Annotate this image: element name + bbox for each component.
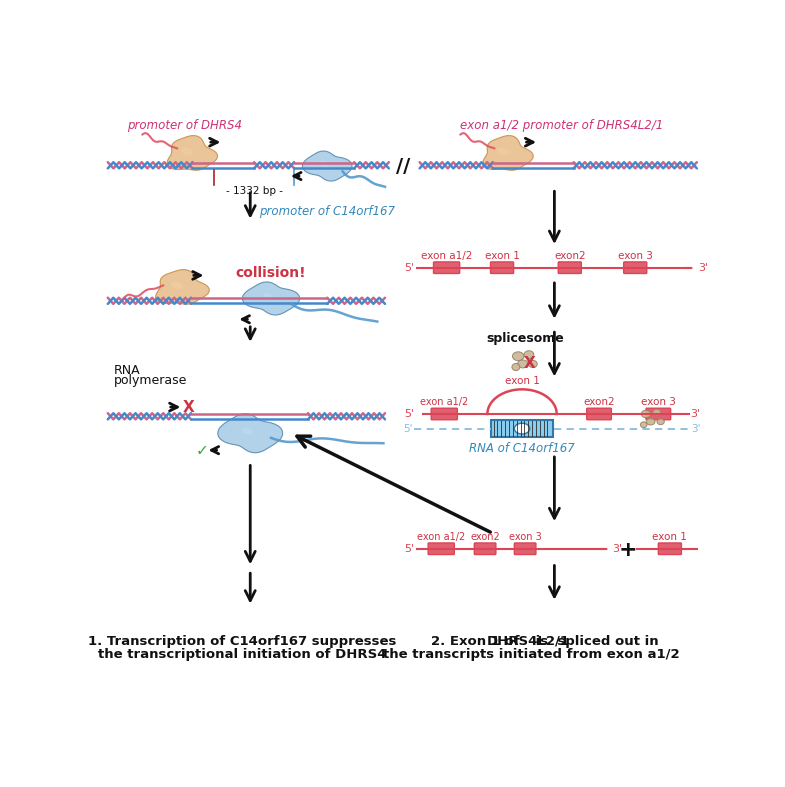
Polygon shape bbox=[243, 282, 300, 315]
Text: 3': 3' bbox=[612, 544, 623, 554]
Text: //: // bbox=[396, 157, 410, 176]
Polygon shape bbox=[320, 161, 328, 167]
Text: the transcriptional initiation of DHRS4: the transcriptional initiation of DHRS4 bbox=[98, 648, 387, 661]
Text: promoter of DHRS4: promoter of DHRS4 bbox=[127, 119, 243, 131]
Ellipse shape bbox=[646, 419, 655, 425]
Ellipse shape bbox=[657, 419, 664, 425]
Text: exon a1/2: exon a1/2 bbox=[420, 397, 469, 408]
Text: exon a1/2 promoter of DHRS4L2/1: exon a1/2 promoter of DHRS4L2/1 bbox=[461, 119, 663, 131]
FancyBboxPatch shape bbox=[431, 408, 458, 419]
Text: X: X bbox=[183, 400, 195, 415]
FancyBboxPatch shape bbox=[624, 262, 647, 273]
Text: exon a1/2: exon a1/2 bbox=[417, 532, 466, 542]
Text: is  spliced out in: is spliced out in bbox=[531, 634, 659, 648]
Text: 1. Transcription of C14orf167 suppresses: 1. Transcription of C14orf167 suppresses bbox=[89, 634, 396, 648]
FancyBboxPatch shape bbox=[491, 262, 513, 273]
FancyBboxPatch shape bbox=[491, 420, 553, 437]
Polygon shape bbox=[497, 147, 509, 155]
Text: RNA: RNA bbox=[114, 364, 141, 377]
Ellipse shape bbox=[641, 410, 651, 418]
Text: 2. Exon 1 of: 2. Exon 1 of bbox=[431, 634, 524, 648]
Text: exon 1: exon 1 bbox=[652, 532, 688, 542]
FancyBboxPatch shape bbox=[586, 408, 612, 419]
FancyBboxPatch shape bbox=[646, 408, 670, 419]
Text: exon 3: exon 3 bbox=[509, 532, 542, 542]
Text: polymerase: polymerase bbox=[114, 375, 188, 387]
Text: the transcripts initiated from exon a1/2: the transcripts initiated from exon a1/2 bbox=[383, 648, 680, 661]
Polygon shape bbox=[483, 135, 533, 170]
Text: +: + bbox=[619, 540, 637, 560]
Text: 3': 3' bbox=[699, 263, 709, 272]
Ellipse shape bbox=[528, 360, 537, 368]
Polygon shape bbox=[181, 147, 193, 155]
Text: exon 1: exon 1 bbox=[484, 251, 520, 261]
Text: X: X bbox=[524, 357, 535, 371]
Text: ✓: ✓ bbox=[195, 442, 208, 458]
Text: exon a1/2: exon a1/2 bbox=[421, 251, 473, 261]
FancyBboxPatch shape bbox=[433, 262, 460, 273]
Polygon shape bbox=[155, 270, 210, 305]
Text: collision!: collision! bbox=[236, 266, 306, 280]
Ellipse shape bbox=[513, 352, 524, 360]
Text: 5': 5' bbox=[404, 409, 414, 419]
Text: exon 3: exon 3 bbox=[641, 397, 676, 408]
Text: DHRS4L2/1: DHRS4L2/1 bbox=[487, 634, 570, 648]
FancyBboxPatch shape bbox=[514, 543, 536, 555]
Text: exon 3: exon 3 bbox=[618, 251, 652, 261]
Text: exon2: exon2 bbox=[470, 532, 500, 542]
Text: exon2: exon2 bbox=[554, 251, 586, 261]
Text: 5': 5' bbox=[404, 263, 414, 272]
Ellipse shape bbox=[653, 409, 661, 416]
FancyBboxPatch shape bbox=[558, 262, 582, 273]
FancyBboxPatch shape bbox=[474, 543, 496, 555]
Text: RNA of C14orf167: RNA of C14orf167 bbox=[469, 442, 575, 455]
Polygon shape bbox=[171, 282, 184, 290]
FancyBboxPatch shape bbox=[659, 543, 681, 555]
Text: 5': 5' bbox=[403, 424, 413, 434]
Polygon shape bbox=[242, 427, 253, 434]
Ellipse shape bbox=[517, 360, 528, 368]
Text: promoter of C14orf167: promoter of C14orf167 bbox=[259, 205, 395, 218]
Text: splicesome: splicesome bbox=[486, 332, 564, 345]
Ellipse shape bbox=[524, 351, 534, 359]
Polygon shape bbox=[302, 151, 352, 181]
FancyBboxPatch shape bbox=[428, 543, 455, 555]
Ellipse shape bbox=[512, 364, 520, 371]
Text: exon2: exon2 bbox=[583, 397, 615, 408]
Polygon shape bbox=[167, 135, 217, 170]
Text: 3': 3' bbox=[691, 424, 700, 434]
Text: 3': 3' bbox=[691, 409, 701, 419]
Ellipse shape bbox=[514, 423, 530, 434]
Text: 5': 5' bbox=[404, 544, 414, 554]
Ellipse shape bbox=[641, 422, 647, 427]
Polygon shape bbox=[263, 293, 272, 299]
Text: - 1332 bp -: - 1332 bp - bbox=[225, 186, 283, 196]
Text: exon 1: exon 1 bbox=[505, 376, 539, 386]
Polygon shape bbox=[217, 414, 283, 453]
